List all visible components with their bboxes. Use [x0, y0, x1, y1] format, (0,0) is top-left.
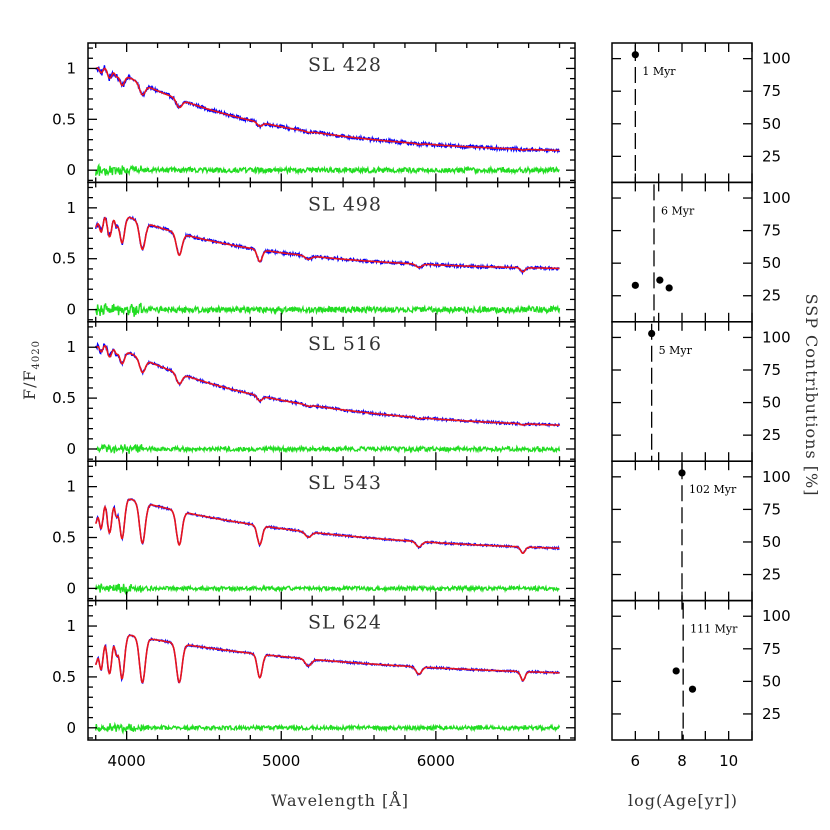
percent-tick-label: 25	[762, 287, 781, 305]
ssp-panel-2: 25 50 75 100 6 Myr	[611, 181, 791, 323]
age-tick-label: 10	[719, 752, 738, 770]
x-tick-label: 6000	[417, 752, 455, 770]
mean-age-label: 5 Myr	[659, 344, 693, 357]
y-tick-label: 1	[66, 478, 76, 496]
x-axis-title-right: log(Age[yr])	[628, 791, 738, 810]
ssp-point	[665, 284, 673, 292]
spectrum-frame	[87, 599, 576, 741]
cluster-name-label: SL 428	[308, 54, 382, 76]
ssp-point	[631, 51, 639, 59]
ssp-frame	[611, 181, 753, 323]
mean-age-label: 6 Myr	[661, 204, 695, 217]
residual-series	[95, 721, 561, 735]
svg-text:F/F4020: F/F4020	[20, 340, 42, 400]
y-tick-label: 0.5	[52, 110, 76, 128]
x-axis-title-left: Wavelength [Å]	[271, 790, 409, 810]
y-tick-label: 1	[66, 338, 76, 356]
percent-tick-label: 25	[762, 426, 781, 444]
ssp-frame	[611, 321, 753, 462]
spectrum-panel-3: 0 0.5 1 SL 516	[52, 321, 576, 462]
ssp-point	[656, 276, 664, 284]
svg-text:SSP Contributions [%]: SSP Contributions [%]	[802, 294, 821, 497]
ssp-panel-5: 25 50 75 100 111 Myr	[611, 599, 791, 741]
ssp-frame	[611, 42, 753, 184]
y-tick-label: 0	[66, 301, 76, 319]
residual-series	[95, 162, 560, 177]
cluster-name-label: SL 498	[308, 193, 382, 215]
ssp-panel-1: 25 50 75 100 1 Myr	[611, 42, 791, 184]
ssp-panel-3: 25 50 75 100 5 Myr	[611, 321, 791, 462]
x-tick-label: 4000	[108, 752, 146, 770]
percent-tick-label: 75	[762, 640, 781, 658]
mean-age-label: 102 Myr	[689, 483, 737, 496]
y-tick-label: 0.5	[52, 389, 76, 407]
percent-tick-label: 50	[762, 394, 781, 412]
ssp-point	[672, 667, 680, 675]
y-tick-label: 0.5	[52, 668, 76, 686]
mean-age-label: 111 Myr	[690, 623, 738, 636]
y-tick-label: 0.5	[52, 529, 76, 547]
ssp-panel-4: 25 50 75 100 102 Myr	[611, 460, 791, 602]
percent-tick-label: 100	[762, 189, 791, 207]
percent-tick-label: 25	[762, 566, 781, 584]
spectrum-panel-2: 0 0.5 1 SL 498	[52, 181, 576, 323]
age-tick-label: 6	[631, 752, 641, 770]
cluster-name-label: SL 543	[308, 472, 382, 494]
y-tick-label: 0	[66, 440, 76, 458]
cluster-name-label: SL 624	[308, 612, 382, 634]
ssp-point	[648, 329, 656, 338]
percent-tick-label: 100	[762, 50, 791, 68]
y-axis-title-right: SSP Contributions [%]	[802, 294, 821, 497]
observed-spectrum	[95, 65, 561, 154]
residual-series	[95, 302, 561, 317]
spectrum-panel-1: 0 0.5 1 SL 428	[52, 42, 576, 184]
y-axis-title-left: F/F4020	[20, 340, 42, 400]
y-tick-label: 0	[66, 161, 76, 179]
percent-tick-label: 75	[762, 361, 781, 379]
spectrum-panel-4: 0 0.5 1 SL 543	[52, 460, 576, 602]
ssp-point	[678, 469, 686, 477]
percent-tick-label: 75	[762, 500, 781, 518]
percent-tick-label: 100	[762, 607, 791, 625]
percent-tick-label: 50	[762, 672, 781, 690]
observed-spectrum	[95, 215, 560, 276]
observed-spectrum	[95, 341, 561, 428]
residual-series	[95, 583, 560, 596]
model-spectrum	[94, 498, 560, 555]
percent-tick-label: 50	[762, 254, 781, 272]
percent-tick-label: 25	[762, 147, 781, 165]
ssp-point	[688, 685, 697, 693]
y-tick-label: 1	[66, 617, 76, 635]
x-tick-label: 5000	[262, 752, 300, 770]
y-tick-label: 0	[66, 579, 76, 597]
model-spectrum	[95, 67, 560, 152]
percent-tick-label: 100	[762, 328, 791, 346]
model-spectrum	[94, 634, 560, 684]
percent-tick-label: 100	[762, 468, 791, 486]
y-axis-title-left-main: F/F	[20, 369, 39, 400]
age-tick-label: 8	[677, 752, 687, 770]
mean-age-label: 1 Myr	[642, 65, 676, 78]
model-spectrum	[95, 344, 560, 426]
y-axis-title-left-sub: 4020	[31, 340, 42, 369]
y-tick-label: 1	[66, 59, 76, 77]
ssp-frame	[611, 599, 753, 741]
y-tick-label: 0.5	[52, 250, 76, 268]
percent-tick-label: 25	[762, 705, 781, 723]
cluster-name-label: SL 516	[308, 333, 382, 355]
percent-tick-label: 50	[762, 115, 781, 133]
percent-tick-label: 75	[762, 222, 781, 240]
spectrum-panel-5: 0 0.5 1 SL 624	[52, 599, 576, 741]
percent-tick-label: 75	[762, 82, 781, 100]
percent-tick-label: 50	[762, 533, 781, 551]
model-spectrum	[95, 216, 560, 273]
residual-series	[95, 443, 561, 455]
ssp-point	[631, 281, 639, 289]
y-tick-label: 0	[66, 719, 76, 737]
y-tick-label: 1	[66, 199, 76, 217]
